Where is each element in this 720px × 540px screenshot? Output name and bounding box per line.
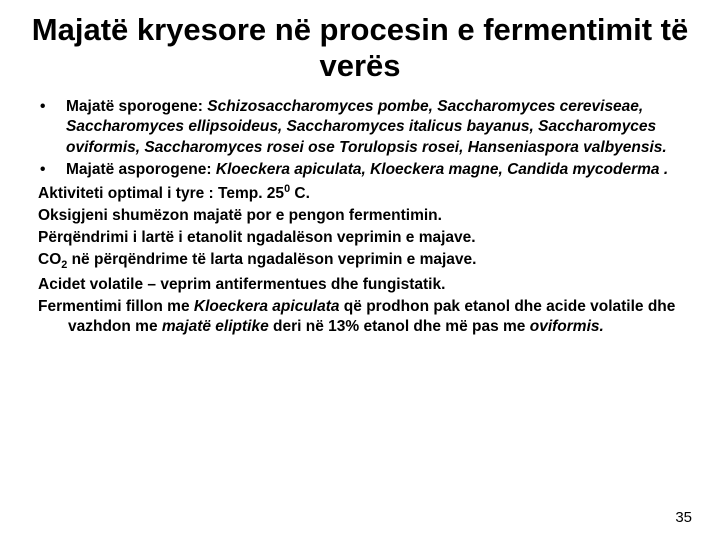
text-italic: oviformis. [530, 318, 604, 335]
bullet-item: • Majatë sporogene: Schizosaccharomyces … [38, 97, 690, 157]
text-span: në përqëndrime të larta ngadalëson vepri… [67, 251, 476, 268]
bullet-item: • Majatë asporogene: Kloeckera apiculata… [38, 160, 690, 180]
bullet-marker: • [38, 160, 66, 180]
content-body: • Majatë sporogene: Schizosaccharomyces … [30, 97, 690, 337]
text-span: C. [290, 185, 310, 202]
text-italic: Kloeckera apiculata [194, 298, 340, 315]
text-line: Fermentimi fillon me Kloeckera apiculata… [38, 297, 690, 337]
text-span: CO [38, 251, 61, 268]
bullet-text: Majatë asporogene: Kloeckera apiculata, … [66, 160, 690, 180]
bullet-italic: Kloeckera apiculata, Kloeckera magne, Ca… [216, 161, 668, 178]
text-span: deri në 13% etanol dhe më pas me [269, 318, 530, 335]
bullet-label: Majatë asporogene: [66, 161, 216, 178]
text-line: Acidet volatile – veprim antifermentues … [38, 275, 690, 295]
bullet-label: Majatë sporogene: [66, 98, 207, 115]
text-italic: majatë eliptike [162, 318, 269, 335]
bullet-marker: • [38, 97, 66, 157]
page-number: 35 [675, 509, 692, 526]
text-line: CO2 në përqëndrime të larta ngadalëson v… [38, 250, 690, 272]
text-span: Fermentimi fillon me [38, 298, 194, 315]
text-line: Oksigjeni shumëzon majatë por e pengon f… [38, 206, 690, 226]
page-title: Majatë kryesore në procesin e fermentimi… [30, 12, 690, 83]
text-line: Aktiviteti optimal i tyre : Temp. 250 C. [38, 182, 690, 204]
bullet-text: Majatë sporogene: Schizosaccharomyces po… [66, 97, 690, 157]
text-span: Aktiviteti optimal i tyre : Temp. 25 [38, 185, 284, 202]
text-line: Përqëndrimi i lartë i etanolit ngadalëso… [38, 228, 690, 248]
